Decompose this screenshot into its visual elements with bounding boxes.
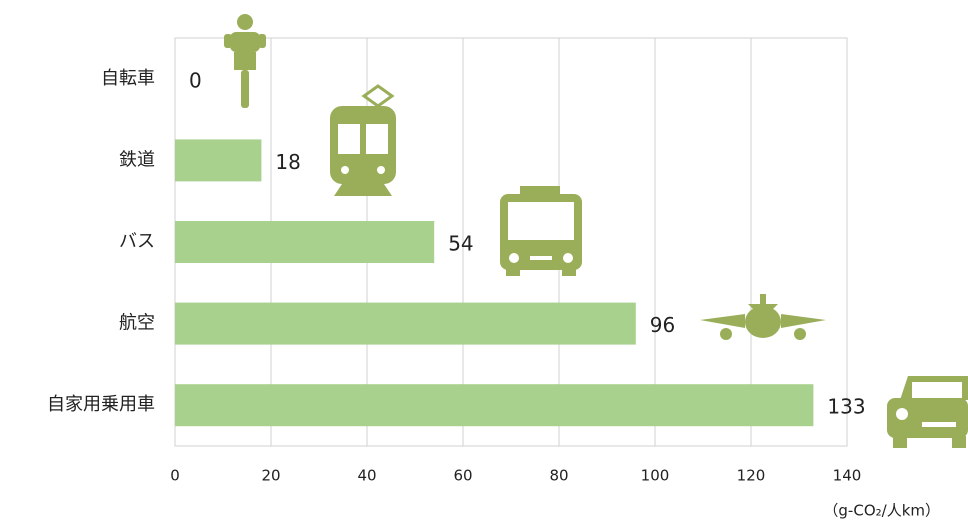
value-label: 18 xyxy=(275,150,300,174)
value-label: 133 xyxy=(827,395,865,419)
x-tick-label: 80 xyxy=(549,467,568,485)
icons xyxy=(224,14,968,448)
x-tick-label: 100 xyxy=(641,467,670,485)
y-tick-label: 鉄道 xyxy=(119,149,155,170)
bar xyxy=(175,221,435,263)
x-tick-label: 20 xyxy=(261,467,280,485)
train-icon xyxy=(330,84,396,196)
value-label: 0 xyxy=(189,68,202,92)
x-tick-label: 40 xyxy=(357,467,376,485)
axis-unit: （g-CO₂/人km） xyxy=(823,502,940,520)
bar xyxy=(175,139,262,182)
y-tick-label: バス xyxy=(119,231,155,252)
car-icon xyxy=(887,376,968,448)
bar xyxy=(175,384,814,427)
x-tick-label: 0 xyxy=(170,467,180,485)
y-tick-label: 自家用乗用車 xyxy=(47,394,155,415)
airplane-icon xyxy=(700,294,826,340)
value-label: 96 xyxy=(650,313,675,337)
bar xyxy=(175,302,636,345)
bus-icon xyxy=(500,186,582,276)
value-label: 54 xyxy=(448,232,473,256)
x-tick-label: 60 xyxy=(453,467,472,485)
bicycle-icon xyxy=(224,14,266,108)
x-tick-label: 140 xyxy=(833,467,862,485)
y-tick-label: 航空 xyxy=(119,313,155,334)
x-tick-label: 120 xyxy=(737,467,766,485)
y-tick-label: 自転車 xyxy=(101,68,155,89)
